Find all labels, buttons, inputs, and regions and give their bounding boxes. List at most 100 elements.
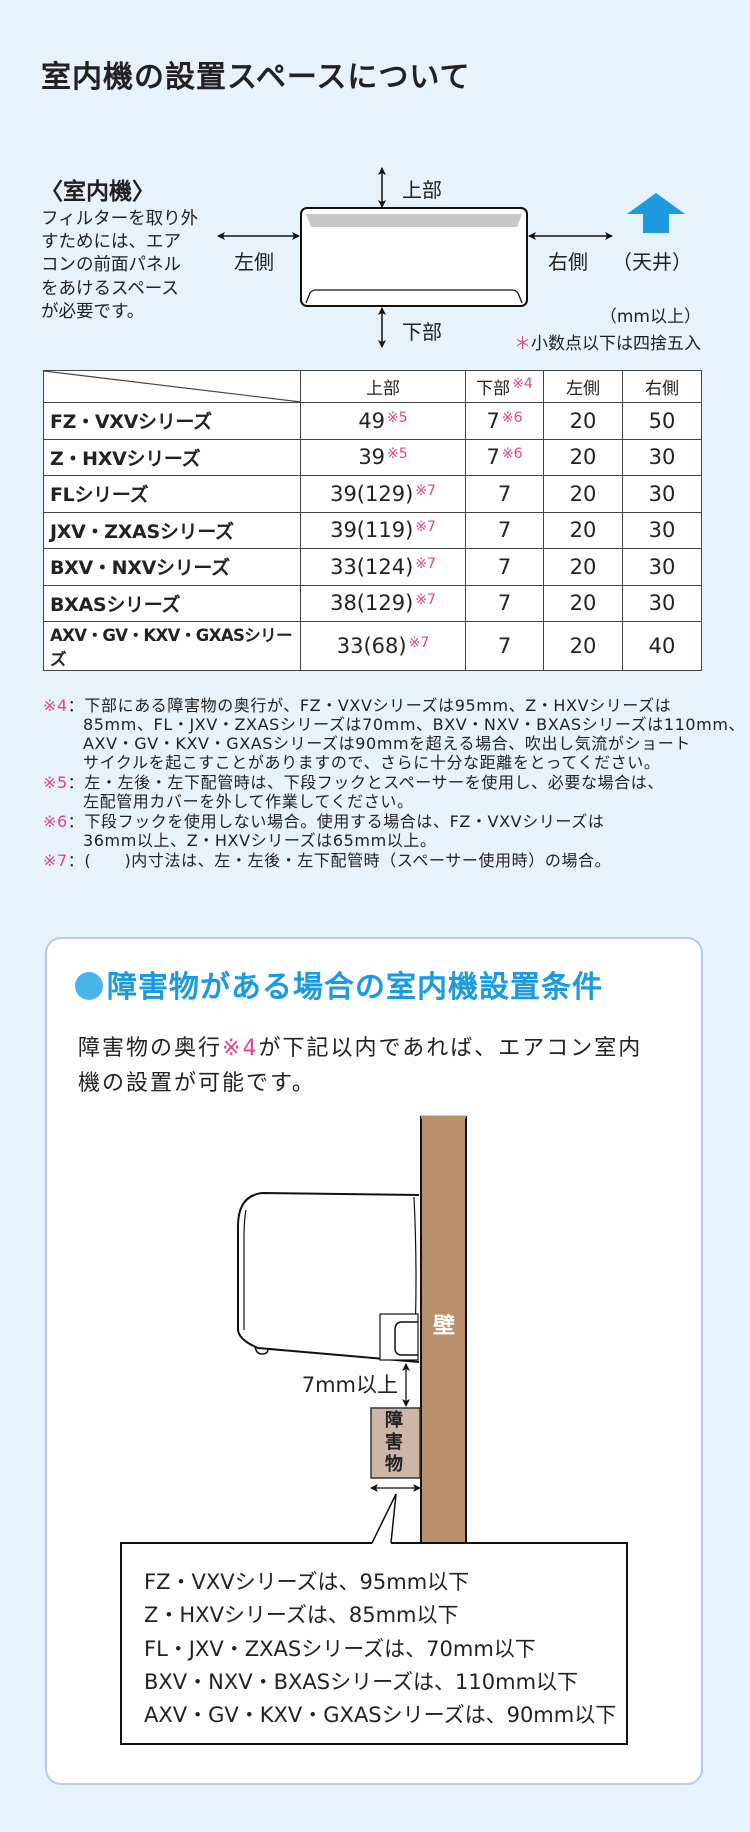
right-clearance: 50	[622, 402, 702, 440]
bottom-clearance: 7 ※6	[465, 402, 544, 440]
footnote-text: 36mm以上、Z・HXVシリーズは65mm以上。	[83, 831, 437, 850]
bullet-icon	[75, 972, 103, 1000]
table-row: Z・HXVシリーズ 39 ※5 7 ※6 20 30	[43, 438, 702, 476]
note-mark: ※7	[408, 635, 430, 651]
top-clearance: 39(119) ※7	[300, 511, 466, 549]
cell-value: 7	[497, 634, 512, 658]
limit-line: FZ・VXVシリーズは、95mm以下	[144, 1570, 470, 1594]
footnote-line: ※5：左・左後・左下配管時は、下段フックとスペーサーを使用し、必要な場合は、	[43, 769, 664, 793]
cell-value: 30	[648, 481, 676, 506]
bottom-clearance: 7	[465, 475, 544, 513]
body-text: が下記以内であれば、エアコン室内	[258, 1036, 643, 1061]
cell-value: 20	[569, 445, 597, 470]
bottom-clearance: 7	[465, 511, 544, 549]
footnote-line: ※7：( )内寸法は、左・左後・左下配管時（スペーサー使用時）の場合。	[43, 847, 611, 871]
ceiling-label: （天井）	[612, 250, 692, 274]
right-clearance: 30	[622, 438, 702, 476]
note-mark: ※6	[501, 409, 523, 426]
series-name: Z・HXVシリーズ	[43, 438, 301, 476]
panel-heading-text: 障害物がある場合の室内機設置条件	[107, 970, 603, 1005]
obstacle-label-char: 害	[385, 1432, 403, 1453]
series-name: BXASシリーズ	[43, 584, 301, 622]
note-mark: ※7	[43, 851, 68, 870]
filter-description-line: コンの前面パネル	[41, 255, 181, 275]
footnote-text: 左配管用カバーを外して作業してください。	[83, 792, 414, 811]
right-clearance: 30	[622, 511, 702, 549]
footnote-text: ：下部にある障害物の奥行が、FZ・VXVシリーズは95mm、Z・HXVシリーズは	[67, 696, 672, 715]
cell-value: 30	[648, 591, 676, 616]
filter-description-line: が必要です。	[41, 302, 145, 322]
cell-value: 7	[486, 445, 500, 470]
note-mark: ※5	[43, 773, 68, 792]
header-bottom-text: 下部	[476, 379, 511, 399]
asterisk-mark: ＊	[514, 334, 531, 354]
cell-value: 40	[648, 634, 676, 658]
left-clearance: 20	[543, 621, 623, 671]
cell-value: FLシリーズ	[50, 484, 149, 507]
obstacle	[370, 1407, 421, 1479]
limits-callout-box	[120, 1542, 628, 1745]
top-label: 上部	[402, 178, 442, 202]
cell-value: 38(129)	[330, 591, 414, 616]
cell-value: 49	[358, 408, 386, 433]
cell-value: 30	[648, 518, 676, 543]
left-clearance: 20	[543, 402, 623, 440]
note-mark: ※5	[387, 409, 408, 426]
table-row: FLシリーズ 39(129) ※7 7 20 30	[43, 475, 702, 513]
cell-value: 33(68)	[336, 634, 407, 658]
top-clearance: 38(129) ※7	[300, 584, 466, 622]
footnote-line: 36mm以上、Z・HXVシリーズは65mm以上。	[43, 827, 437, 851]
ceiling-arrow-icon	[627, 193, 685, 233]
cell-value: 20	[569, 408, 597, 433]
left-clearance: 20	[543, 511, 623, 549]
table-row: BXASシリーズ 38(129) ※7 7 20 30	[43, 584, 702, 622]
table-row: FZ・VXVシリーズ 49 ※5 7 ※6 20 50	[43, 402, 702, 440]
cell-value: BXASシリーズ	[50, 593, 181, 616]
right-label: 右側	[548, 250, 588, 274]
cell-value: BXV・NXVシリーズ	[50, 557, 230, 580]
cell-value: FZ・VXVシリーズ	[50, 411, 212, 434]
note-mark: ※7	[415, 482, 436, 499]
cell-value: 50	[648, 408, 676, 433]
cell-value: 30	[648, 554, 676, 579]
footnote-line: AXV・GV・KXV・GXASシリーズは90mmを超える場合、吹出し気流がショー…	[43, 730, 691, 754]
series-name: AXV・GV・KXV・GXASシリーズ	[43, 621, 301, 671]
footnote-text: 85mm、FL・JXV・ZXASシリーズは70mm、BXV・NXV・BXASシリ…	[83, 715, 746, 734]
diagonal-header-cell	[43, 370, 301, 403]
panel-body-line: 機の設置が可能です。	[78, 1071, 316, 1096]
top-clearance: 39 ※5	[300, 438, 466, 476]
obstacle-label-char: 物	[385, 1454, 403, 1475]
bottom-clearance: 7	[465, 584, 544, 622]
note-mark: ※5	[387, 446, 408, 463]
unit-note: （mm以上）	[599, 307, 701, 327]
series-name: FLシリーズ	[43, 475, 301, 513]
note-mark: ※7	[415, 555, 436, 572]
cell-value: 7	[497, 554, 512, 579]
gap-label: 7mm以上	[301, 1373, 398, 1397]
cell-value: 7	[497, 481, 512, 506]
rounding-note: ＊小数点以下は四捨五入	[514, 329, 701, 354]
right-clearance: 40	[622, 621, 702, 671]
filter-description-line: すためには、エア	[41, 232, 181, 252]
left-clearance: 20	[543, 584, 623, 622]
clearance-table: 上部 下部 ※4 左側 右側 FZ・VXVシリーズ 49 ※5 7 ※6 20 50 Z・HXV…	[43, 370, 702, 671]
footnote-text: サイクルを起こすことがありますので、さらに十分な距離をとってください。	[83, 753, 661, 772]
cell-value: 33(124)	[330, 554, 414, 579]
footnote-line: サイクルを起こすことがありますので、さらに十分な距離をとってください。	[43, 749, 660, 773]
table-row: AXV・GV・KXV・GXASシリーズ 33(68) ※7 7 20 40	[43, 621, 702, 671]
right-clearance: 30	[622, 548, 702, 586]
cell-value: AXV・GV・KXV・GXASシリーズ	[50, 626, 293, 669]
filter-description-line: をあけるスペース	[41, 279, 179, 299]
cell-value: 20	[569, 591, 597, 616]
series-name: FZ・VXVシリーズ	[43, 402, 301, 440]
footnote-line: 85mm、FL・JXV・ZXASシリーズは70mm、BXV・NXV・BXASシリ…	[43, 711, 745, 735]
cell-value: 7	[497, 518, 512, 543]
obstacle-label: 障 害 物	[385, 1410, 403, 1476]
cell-value: 20	[569, 518, 597, 543]
series-name: JXV・ZXASシリーズ	[43, 511, 301, 549]
cell-value: 39(129)	[330, 481, 414, 506]
cell-value: 39	[358, 445, 386, 470]
cell-value: 20	[569, 481, 597, 506]
body-text: 障害物の奥行	[78, 1036, 223, 1061]
